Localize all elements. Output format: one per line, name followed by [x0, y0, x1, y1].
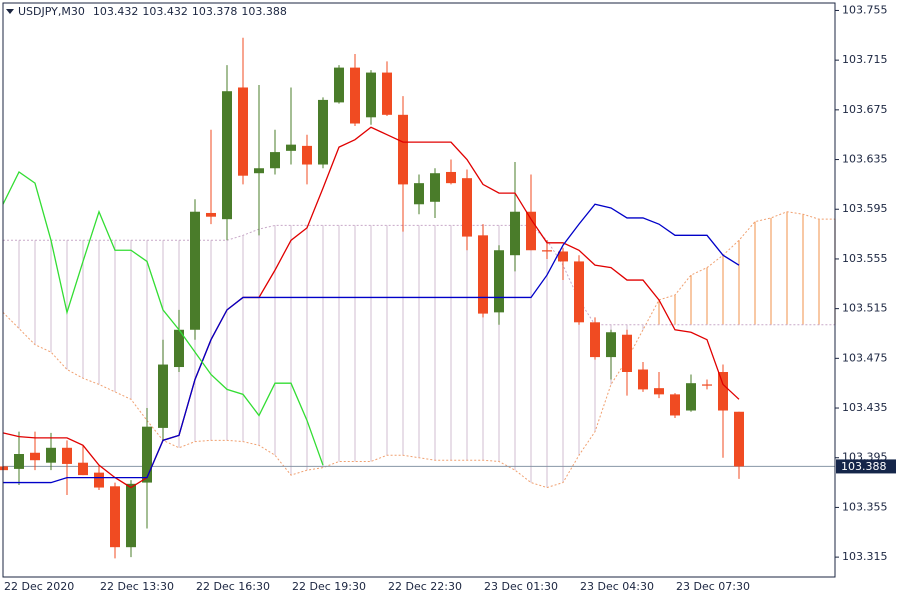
x-tick-label: 23 Dec 07:30 [676, 580, 750, 593]
y-tick-label: 103.315 [842, 550, 888, 563]
y-tick-label: 103.355 [842, 500, 888, 513]
indicator-line [2, 171, 324, 466]
candle-body [414, 183, 424, 205]
candle-body [654, 388, 664, 395]
candle-body [0, 466, 8, 471]
header-close: 103.388 [241, 5, 287, 18]
price-box [836, 459, 896, 474]
candle-body [238, 87, 248, 176]
candle-body [382, 72, 392, 115]
y-tick-label: 103.555 [842, 252, 888, 265]
candle-body [558, 251, 568, 262]
senkou-span-a [2, 211, 835, 489]
candle-body [494, 250, 504, 313]
candle-body [462, 178, 472, 237]
candle-body [622, 334, 632, 372]
indicator-line [2, 126, 740, 489]
candle-body [478, 235, 488, 314]
y-tick-label: 103.635 [842, 153, 888, 166]
candle-body [142, 426, 152, 483]
candle-body [174, 329, 184, 368]
candle-body [670, 394, 680, 416]
candle-body [110, 486, 120, 548]
candle-body [510, 211, 520, 256]
candle-body [366, 72, 376, 118]
candle-body [334, 67, 344, 103]
indicator-line [3, 203, 740, 484]
candle-body [222, 91, 232, 220]
price-box-label: 103.388 [841, 460, 887, 473]
candle-body [590, 322, 600, 358]
y-tick-label: 103.515 [842, 302, 888, 315]
header-low: 103.378 [192, 5, 238, 18]
candle-body [718, 372, 728, 411]
candle-body [446, 171, 456, 184]
candle-body [286, 144, 296, 151]
candle-body [606, 332, 616, 358]
candle-body [78, 462, 88, 476]
chart-header: USDJPY,M30 103.432 103.432 103.378 103.388 [18, 5, 287, 18]
candle-body [734, 411, 744, 467]
x-tick-label: 23 Dec 01:30 [484, 580, 558, 593]
candle-body [302, 145, 312, 165]
candle-body [270, 152, 280, 169]
candle-body [318, 99, 328, 165]
candle-body [574, 261, 584, 323]
candle-body [398, 114, 408, 185]
candle-body [206, 212, 216, 217]
candle-body [350, 67, 360, 124]
y-tick-label: 103.475 [842, 351, 888, 364]
candle-body [686, 383, 696, 411]
y-tick-label: 103.595 [842, 202, 888, 215]
plot-area [0, 37, 836, 559]
x-tick-label: 22 Dec 19:30 [292, 580, 366, 593]
candle-body [702, 384, 712, 386]
candle-body [254, 168, 264, 174]
candle-body [46, 447, 56, 463]
y-tick-label: 103.715 [842, 53, 888, 66]
x-tick-label: 22 Dec 2020 [4, 580, 74, 593]
candle-body [542, 250, 552, 252]
candle-body [158, 364, 168, 428]
candle-body [62, 447, 72, 464]
candle-body [526, 211, 536, 251]
candle-body [30, 452, 40, 461]
x-tick-label: 22 Dec 22:30 [388, 580, 462, 593]
candle-body [430, 173, 440, 202]
candle-body [638, 369, 648, 390]
candle-body [126, 483, 136, 548]
y-tick-label: 103.755 [842, 3, 888, 16]
header-high: 103.432 [142, 5, 188, 18]
candle-body [14, 454, 24, 469]
x-tick-label: 22 Dec 13:30 [100, 580, 174, 593]
symbol: USDJPY,M30 [18, 5, 85, 18]
y-tick-label: 103.675 [842, 103, 888, 116]
x-tick-label: 22 Dec 16:30 [196, 580, 270, 593]
candle-body [94, 472, 104, 488]
candle-body [190, 211, 200, 330]
header-open: 103.432 [93, 5, 139, 18]
y-tick-label: 103.435 [842, 401, 888, 414]
x-tick-label: 23 Dec 04:30 [580, 580, 654, 593]
plot-frame [2, 2, 836, 578]
menu-arrow[interactable] [6, 9, 14, 14]
